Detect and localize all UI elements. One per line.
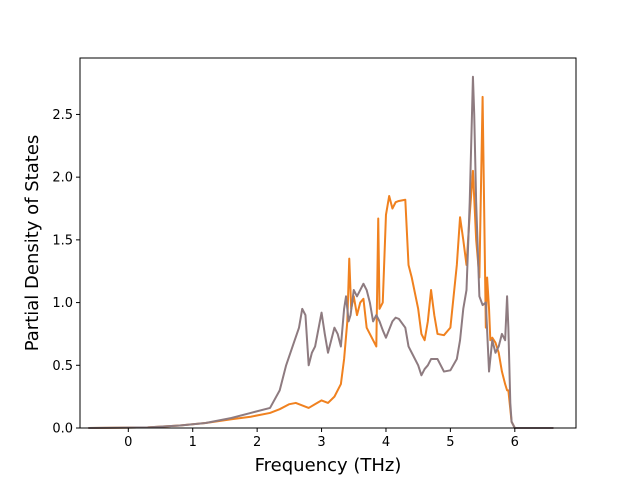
y-tick-label: 0.0 [52, 422, 73, 437]
x-tick-label: 5 [446, 435, 454, 450]
x-tick-label: 2 [253, 435, 261, 450]
x-tick-label: 1 [189, 435, 197, 450]
y-tick-label: 2.5 [52, 108, 73, 123]
x-tick-label: 4 [382, 435, 390, 450]
y-axis-label: Partial Density of States [22, 135, 43, 352]
y-tick-label: 0.5 [52, 359, 73, 374]
x-axis-label: Frequency (THz) [255, 455, 402, 476]
x-tick-label: 0 [124, 435, 132, 450]
series-1-line [88, 95, 554, 429]
x-tick-label: 3 [317, 435, 325, 450]
y-tick-label: 1.0 [52, 296, 73, 311]
plot-frame [79, 57, 577, 429]
y-tick-label: 1.5 [52, 233, 73, 248]
y-axis-ticks: 0.0 0.5 1.0 1.5 2.0 2.5 [52, 108, 80, 437]
x-tick-label: 6 [511, 435, 519, 450]
x-axis-ticks: 0 1 2 3 4 5 6 [124, 428, 519, 450]
series-2-line [88, 75, 554, 429]
y-tick-label: 2.0 [52, 171, 73, 186]
plot-lines [88, 75, 554, 429]
